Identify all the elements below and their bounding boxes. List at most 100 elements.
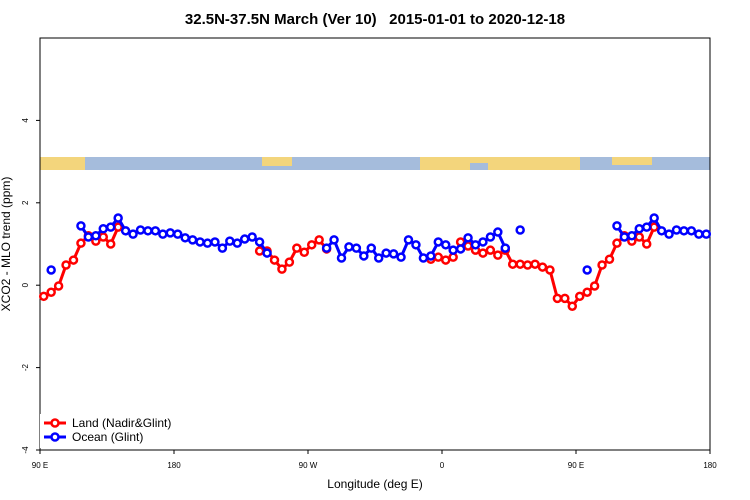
data-point [46,265,56,275]
y-tick-label: 2 [21,200,30,205]
data-point [306,240,317,250]
data-point [485,245,496,255]
data-point [38,291,49,302]
data-point [694,229,704,239]
data-point [515,225,525,235]
x-tick-label: 180 [703,461,717,470]
data-point [150,226,161,236]
legend-marker [50,432,60,442]
data-point [359,251,369,261]
legend-label: Land (Nadir&Glint) [72,416,171,430]
y-tick-label: -4 [21,446,30,454]
legend-box [40,414,190,448]
data-point [701,229,712,239]
data-point [284,257,295,267]
x-axis-label: Longitude (deg E) [327,477,422,491]
data-point [247,232,257,242]
data-point [500,243,511,253]
data-point [329,235,339,245]
data-point [664,229,674,239]
data-point [627,231,637,241]
data-point [418,253,429,263]
data-point [91,231,101,241]
data-point [105,239,116,249]
data-point [589,281,600,291]
data-point [344,242,354,252]
x-tick-label: 180 [167,461,181,470]
data-point [537,262,548,272]
data-point [254,237,265,247]
data-point [366,243,377,253]
data-point [582,265,592,275]
data-point [686,226,697,236]
data-point [478,237,488,247]
data-point [515,259,525,269]
data-point [172,229,183,239]
legend-label: Ocean (Glint) [72,430,143,444]
data-point [351,243,362,253]
x-tick-label: 90 E [568,461,584,470]
data-point [187,235,198,245]
data-point [135,225,146,235]
data-point [634,224,645,234]
data-point [545,265,555,275]
data-point [239,234,250,244]
data-point [210,237,220,247]
data-point [433,237,444,247]
data-point [470,240,481,250]
data-point [448,245,458,255]
x-tick-label: 90 W [299,461,318,470]
data-point [105,222,116,232]
data-point [455,244,466,254]
data-point [232,238,243,248]
data-point [180,233,190,243]
legend-marker [50,418,60,428]
data-point [254,246,265,256]
data-point [671,225,682,235]
data-point [128,229,138,239]
data-point [202,238,213,248]
x-tick-label: 90 E [32,461,48,470]
data-point [158,229,168,239]
y-tick-label: -2 [21,363,30,371]
data-point [641,239,652,249]
data-point [388,249,399,259]
data-point [582,287,592,297]
data-point [292,243,302,253]
data-point [507,259,518,269]
data-point [433,252,444,262]
data-point [76,238,86,248]
data-point [411,240,421,250]
x-tick-label: 0 [440,461,445,470]
data-point [83,232,94,242]
data-point [440,255,451,265]
data-point [493,227,503,237]
data-point [612,221,622,231]
data-point [321,243,332,253]
data-point [656,226,667,236]
data-point [396,252,406,262]
data-point [381,248,391,258]
data-point [269,255,280,265]
data-point [113,213,123,223]
data-point [336,253,347,263]
data-point [649,213,659,223]
data-point [143,226,153,236]
data-point [567,301,578,311]
y-axis-label: XCO2 - MLO trend (ppm) [0,177,13,312]
data-point [165,228,176,238]
data-point [61,260,71,270]
data-point [463,233,473,243]
data-point [522,260,533,270]
data-point [299,247,310,257]
data-point [46,287,56,297]
data-point [217,243,228,253]
plot-frame [39,37,711,451]
data-point [314,235,324,245]
data-point [225,236,235,246]
data-point [277,264,287,274]
y-tick-label: 0 [21,282,30,287]
data-point [98,232,109,242]
data-point [604,254,615,264]
data-point [641,222,652,232]
